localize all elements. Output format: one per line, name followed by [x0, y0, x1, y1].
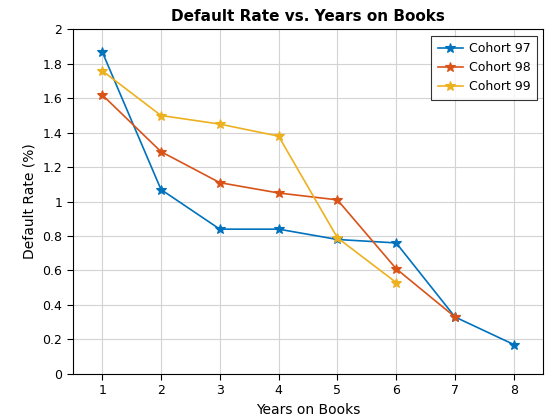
Cohort 97 [393, 240, 399, 245]
Cohort 99 [158, 113, 165, 118]
Cohort 97 [334, 237, 340, 242]
Cohort 98 [158, 149, 165, 154]
Cohort 97 [158, 187, 165, 192]
Legend: Cohort 97, Cohort 98, Cohort 99: Cohort 97, Cohort 98, Cohort 99 [431, 36, 537, 100]
Line: Cohort 97: Cohort 97 [97, 47, 519, 349]
Cohort 99 [275, 134, 282, 139]
Cohort 99 [393, 280, 399, 285]
Y-axis label: Default Rate (%): Default Rate (%) [23, 144, 37, 260]
Line: Cohort 99: Cohort 99 [97, 66, 401, 287]
Cohort 98 [393, 266, 399, 271]
Cohort 98 [275, 190, 282, 195]
Title: Default Rate vs. Years on Books: Default Rate vs. Years on Books [171, 9, 445, 24]
Cohort 98 [334, 197, 340, 202]
Cohort 97 [510, 342, 517, 347]
Cohort 98 [216, 180, 223, 185]
Cohort 98 [99, 92, 105, 97]
Line: Cohort 98: Cohort 98 [97, 90, 460, 322]
Cohort 97 [275, 227, 282, 232]
Cohort 97 [216, 227, 223, 232]
Cohort 98 [451, 315, 458, 320]
X-axis label: Years on Books: Years on Books [256, 403, 360, 417]
Cohort 97 [451, 315, 458, 320]
Cohort 99 [334, 235, 340, 240]
Cohort 97 [99, 49, 105, 54]
Cohort 99 [216, 121, 223, 126]
Cohort 99 [99, 68, 105, 73]
